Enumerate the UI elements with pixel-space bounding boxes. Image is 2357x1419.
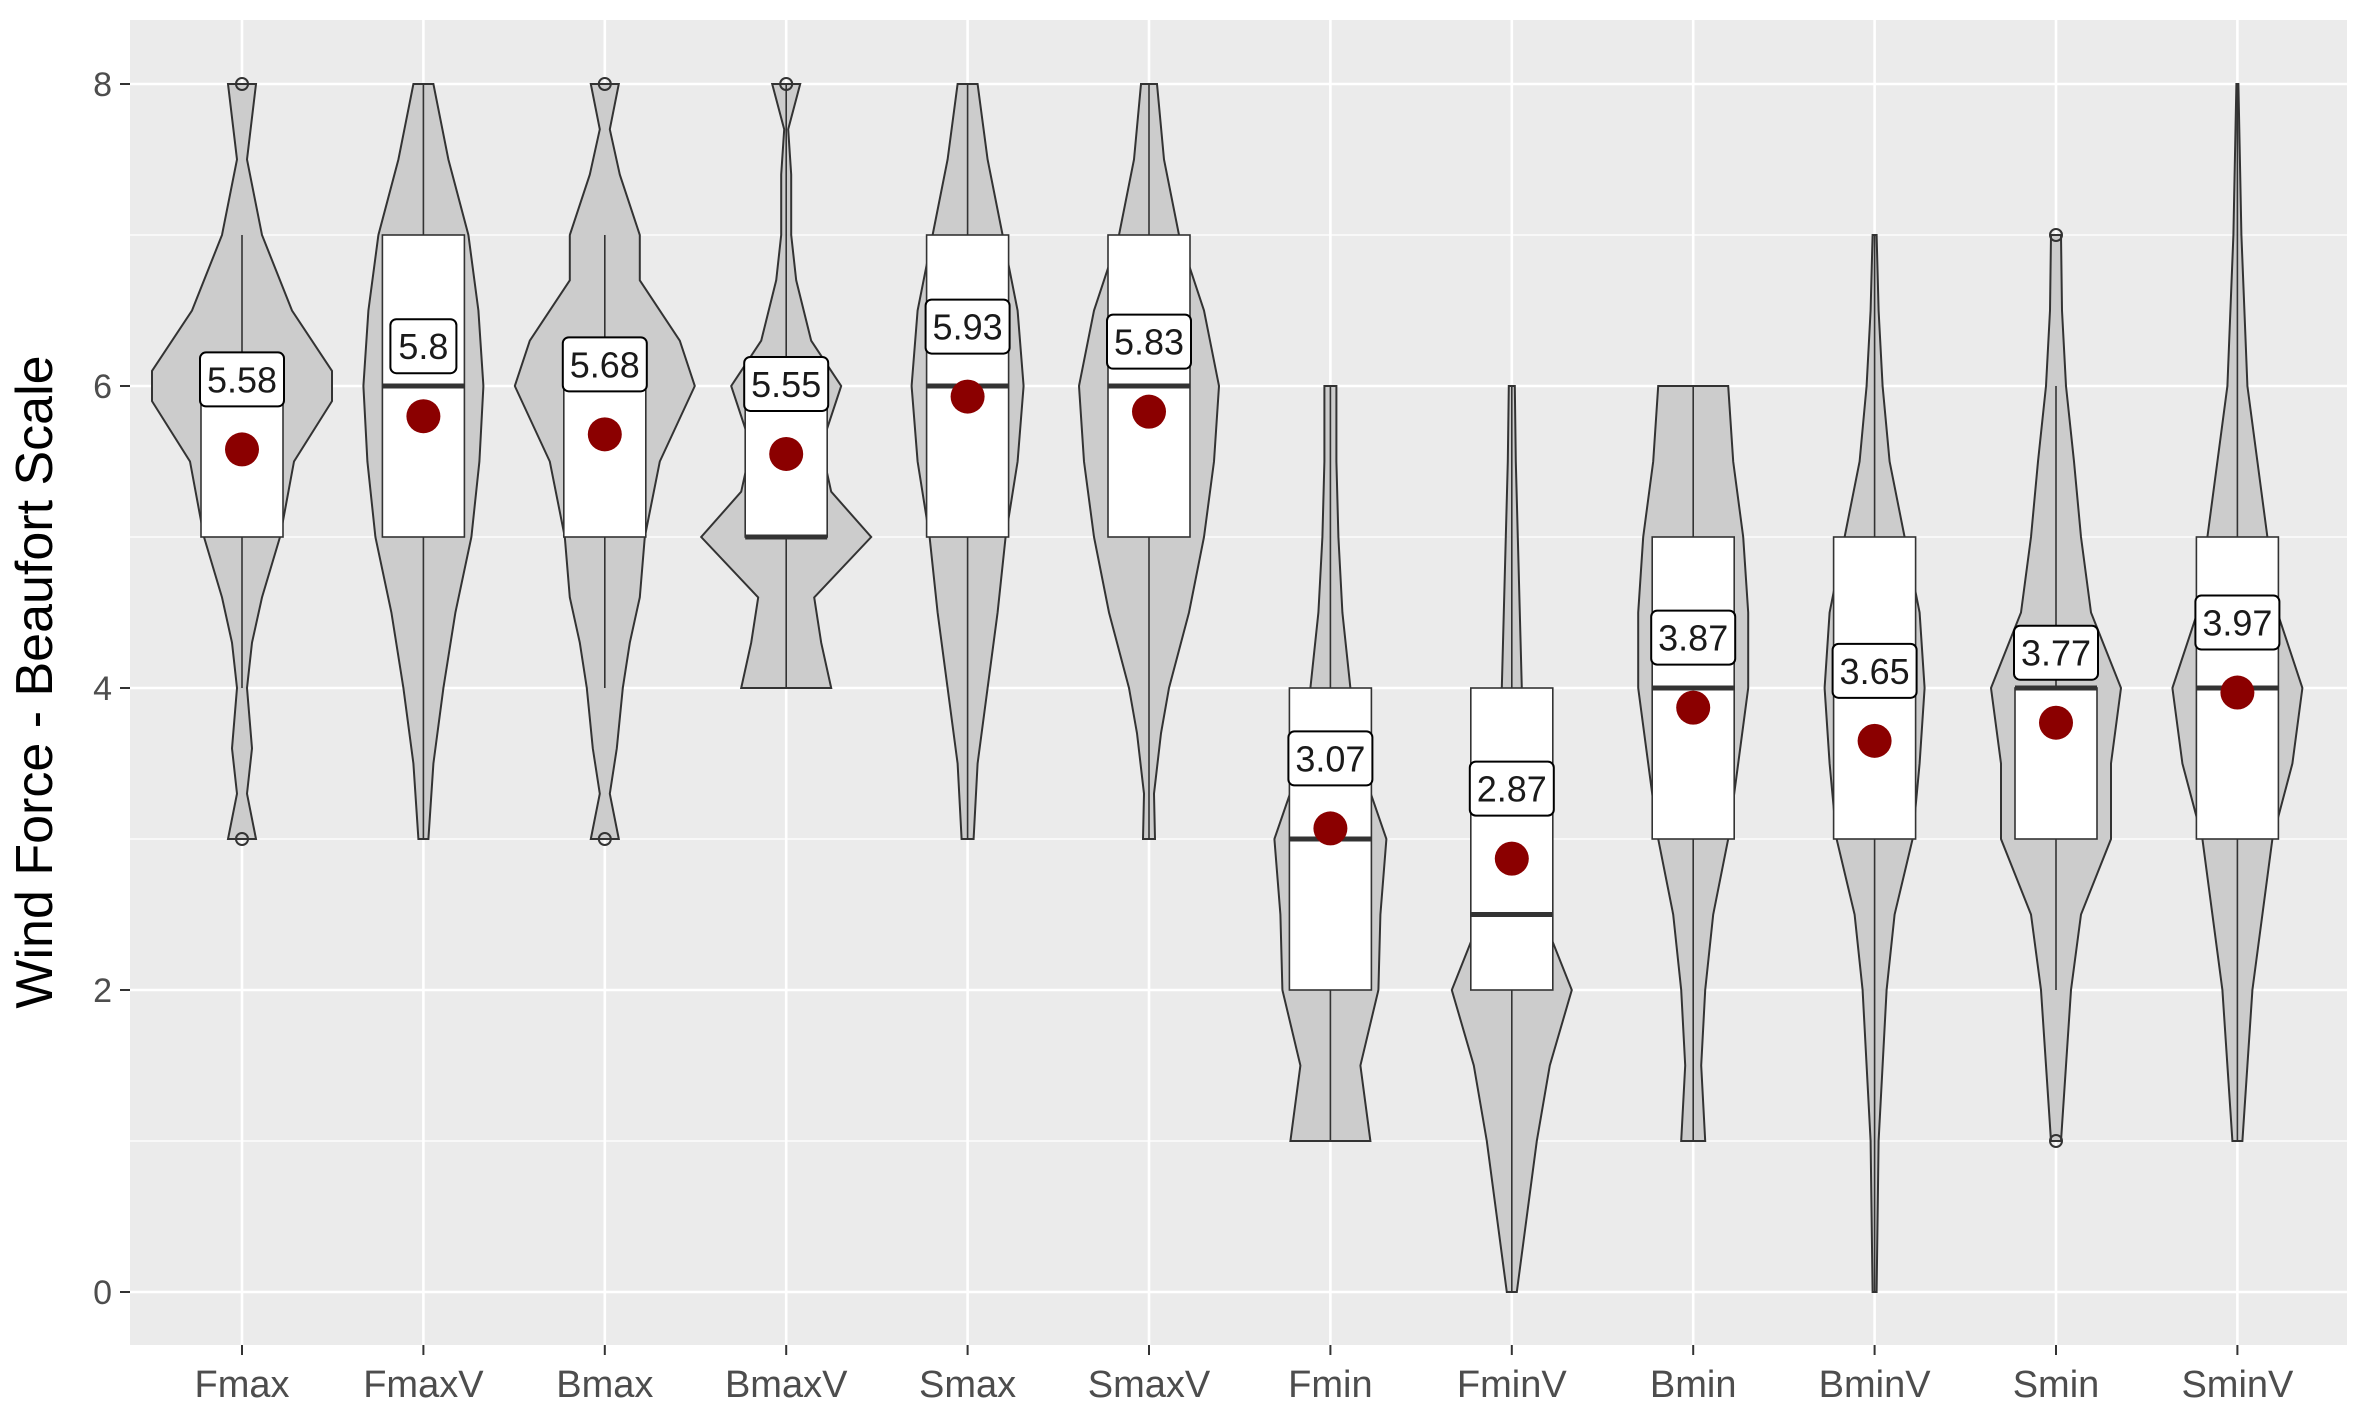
mean-label-box [199, 351, 285, 408]
box-Bmax [562, 385, 647, 538]
mean-point [950, 379, 985, 414]
mean-point [1132, 394, 1166, 429]
plot-panel [130, 20, 2347, 1345]
mean-label: 5.93 [933, 307, 1003, 348]
mean-label-box [2194, 594, 2281, 651]
mean-point [2039, 705, 2073, 740]
x-tick-label: Smax [919, 1364, 1016, 1406]
means-layer: 5.58 5.8 5.68 5.55 5.93 5.83 3.07 2.87 3.87 3.65 3… [199, 298, 2281, 876]
outlier-point [235, 832, 249, 846]
x-axis-ticks: Fmax FmaxV Bmax BmaxV Smax SmaxV Fmin FminV Bmin… [195, 1345, 2294, 1406]
mean-label-box [1831, 642, 1918, 699]
mean-label-box [1468, 760, 1555, 817]
outlier-point [597, 77, 612, 91]
x-tick-label: SmaxV [1088, 1364, 1211, 1406]
x-tick-label: Bmin [1650, 1364, 1737, 1406]
mean-label-box [1287, 730, 1374, 787]
y-axis-title: Wind Force - Beaufort Scale [6, 355, 64, 1008]
y-tick-label: 8 [93, 66, 112, 104]
outlier-point [779, 77, 794, 91]
mean-label: 5.8 [398, 326, 448, 367]
y-tick-label: 4 [93, 670, 112, 708]
mean-label: 2.87 [1477, 769, 1547, 810]
x-tick-label: Smin [2013, 1364, 2100, 1406]
mean-label-box [389, 318, 458, 375]
mean-point [587, 417, 622, 452]
x-tick-label: FmaxV [363, 1364, 484, 1406]
mean-label-box [924, 298, 1011, 355]
mean-label-box [1650, 609, 1737, 666]
y-axis-ticks: 0 2 4 6 8 [93, 66, 130, 1312]
mean-label-box [1106, 313, 1192, 370]
mean-label: 5.58 [207, 359, 277, 400]
mean-label: 3.87 [1658, 618, 1728, 659]
x-tick-label: Fmin [1288, 1364, 1372, 1406]
mean-label: 5.83 [1114, 322, 1184, 363]
y-tick-label: 0 [93, 1274, 112, 1312]
mean-point [1494, 841, 1529, 876]
mean-point [1676, 690, 1711, 725]
box-FminV [1470, 687, 1554, 991]
mean-label: 3.97 [2202, 603, 2272, 644]
mean-point [1313, 811, 1348, 846]
mean-point [406, 399, 441, 434]
outlier-point [235, 77, 249, 91]
x-tick-label: Bmax [556, 1364, 653, 1406]
mean-point [225, 432, 259, 467]
outlier-point [597, 832, 612, 846]
y-tick-label: 6 [93, 368, 112, 406]
outlier-point [2049, 228, 2063, 242]
mean-label: 5.68 [570, 344, 640, 385]
x-tick-label: Fmax [195, 1364, 290, 1406]
y-tick-label: 2 [93, 972, 112, 1010]
mean-label: 3.65 [1840, 651, 1910, 692]
mean-label-box [561, 336, 648, 393]
mean-point [2220, 675, 2255, 710]
outlier-point [2049, 1134, 2063, 1148]
mean-label-box [2013, 624, 2099, 681]
x-tick-label: FminV [1457, 1364, 1567, 1406]
mean-label-box [743, 355, 830, 412]
x-tick-label: SminV [2181, 1364, 2294, 1406]
x-tick-label: BmaxV [725, 1364, 848, 1406]
mean-label: 3.77 [2021, 633, 2091, 674]
mean-label: 3.07 [1295, 738, 1365, 779]
mean-point [1857, 723, 1892, 758]
mean-point [769, 436, 804, 471]
mean-label: 5.55 [751, 364, 821, 405]
x-tick-label: BminV [1819, 1364, 1932, 1406]
